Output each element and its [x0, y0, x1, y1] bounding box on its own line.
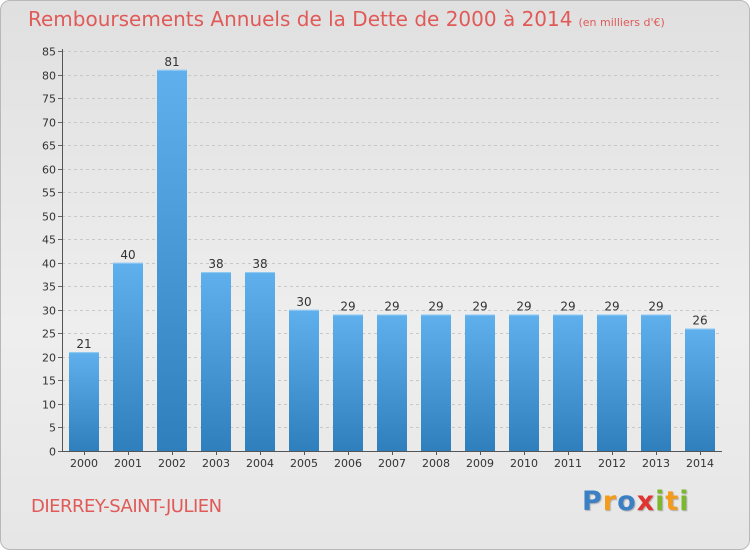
bar-value-label: 29 [340, 300, 355, 314]
bar-value-label: 38 [208, 257, 223, 271]
logo-letter: i [679, 486, 690, 517]
y-tick-label: 75 [42, 93, 56, 106]
y-tick-label: 45 [42, 234, 56, 247]
y-tick-label: 5 [49, 422, 56, 435]
y-tick-label: 30 [42, 305, 56, 318]
bar [113, 262, 143, 451]
x-tick-label: 2009 [466, 457, 494, 470]
bar [597, 314, 627, 451]
bar [157, 69, 187, 451]
logo-letter: i [655, 486, 666, 517]
bar [509, 314, 539, 451]
y-tick-label: 55 [42, 187, 56, 200]
proxiti-logo: Proxiti [582, 486, 690, 517]
x-tick-label: 2006 [334, 457, 362, 470]
logo-letter: t [665, 486, 680, 517]
bar [69, 352, 99, 451]
y-tick-label: 10 [42, 399, 56, 412]
y-tick-label: 20 [42, 352, 56, 365]
x-tick-label: 2007 [378, 457, 406, 470]
chart-unit: (en milliers d'€) [578, 16, 665, 29]
bar-value-label: 29 [560, 300, 575, 314]
bar-value-label: 40 [120, 248, 135, 262]
x-tick-label: 2012 [598, 457, 626, 470]
bar-value-label: 29 [472, 300, 487, 314]
x-tick-label: 2002 [158, 457, 186, 470]
x-tick-label: 2011 [554, 457, 582, 470]
y-tick-label: 85 [42, 46, 56, 59]
x-tick-label: 2000 [70, 457, 98, 470]
x-tick-label: 2008 [422, 457, 450, 470]
bar-value-label: 38 [252, 257, 267, 271]
x-tick-label: 2005 [290, 457, 318, 470]
commune-name: DIERREY-SAINT-JULIEN [31, 496, 222, 517]
bar [553, 314, 583, 451]
bar-value-label: 29 [516, 300, 531, 314]
bar [245, 272, 275, 451]
y-tick-label: 50 [42, 211, 56, 224]
bar-value-label: 21 [76, 337, 91, 351]
bar-value-label: 30 [296, 295, 311, 309]
bar-value-label: 29 [428, 300, 443, 314]
chart-title: Remboursements Annuels de la Dette de 20… [28, 7, 665, 31]
bar [289, 309, 319, 451]
logo-letter: o [617, 486, 637, 517]
bar-value-label: 29 [384, 300, 399, 314]
bar-value-label: 26 [692, 314, 707, 328]
x-tick-label: 2010 [510, 457, 538, 470]
y-tick-label: 70 [42, 117, 56, 130]
bar [377, 314, 407, 451]
y-tick-label: 0 [49, 446, 56, 459]
bar-value-label: 81 [164, 55, 179, 69]
x-tick-label: 2014 [686, 457, 714, 470]
y-tick-label: 65 [42, 140, 56, 153]
bar [641, 314, 671, 451]
chart-title-text: Remboursements Annuels de la Dette de 20… [28, 7, 573, 31]
y-tick-label: 40 [42, 258, 56, 271]
bar [201, 272, 231, 451]
logo-letter: x [636, 486, 656, 517]
x-tick-label: 2003 [202, 457, 230, 470]
logo-letter: P [582, 486, 603, 517]
y-tick-label: 25 [42, 328, 56, 341]
bar-value-label: 29 [648, 300, 663, 314]
y-tick-label: 15 [42, 375, 56, 388]
bar [421, 314, 451, 451]
logo-letter: r [602, 486, 618, 517]
y-tick-label: 35 [42, 281, 56, 294]
x-tick-label: 2001 [114, 457, 142, 470]
bar [465, 314, 495, 451]
bar [685, 328, 715, 451]
bar [333, 314, 363, 451]
x-tick-label: 2013 [642, 457, 670, 470]
y-tick-label: 80 [42, 70, 56, 83]
bar-value-label: 29 [604, 300, 619, 314]
x-tick-label: 2004 [246, 457, 274, 470]
y-tick-label: 60 [42, 164, 56, 177]
